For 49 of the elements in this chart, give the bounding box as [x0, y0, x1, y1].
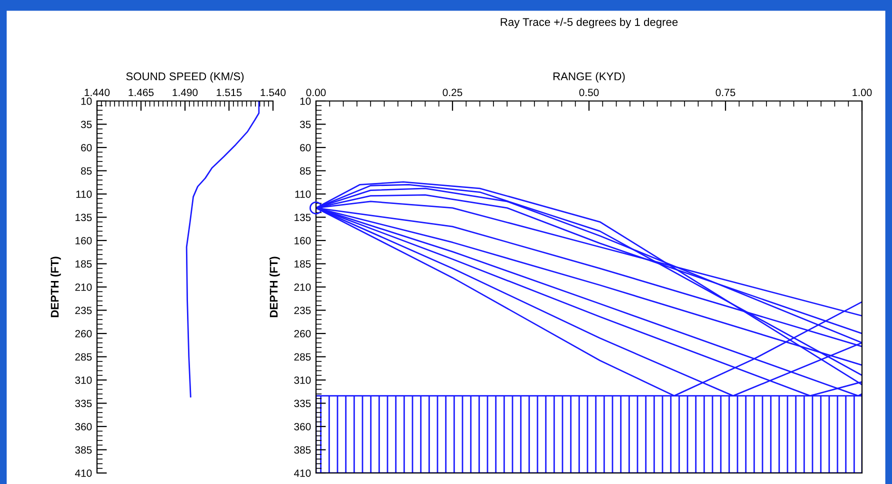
- y-tick-label: 135: [76, 214, 92, 222]
- y-tick-label: 135: [294, 214, 311, 222]
- y-tick-label: 410: [75, 470, 92, 477]
- y-axis-title: DEPTH (FT): [270, 256, 280, 318]
- y-tick-label: 160: [294, 237, 311, 244]
- y-tick-label: 10: [300, 98, 311, 105]
- x-tick-label: 1.540: [260, 88, 286, 96]
- x-tick-label: 1.00: [852, 88, 872, 96]
- x-axis-title: SOUND SPEED (KM/S): [126, 72, 244, 82]
- y-tick-label: 60: [300, 144, 311, 152]
- x-tick-label: 1.515: [216, 88, 242, 96]
- y-tick-label: 85: [300, 167, 311, 175]
- y-tick-label: 335: [75, 400, 92, 408]
- y-tick-label: 60: [81, 144, 92, 152]
- y-tick-label: 285: [75, 353, 92, 361]
- x-tick-label: 0.75: [716, 88, 736, 96]
- x-tick-label: 0.00: [306, 88, 326, 96]
- x-tick-label: 1.440: [84, 88, 110, 96]
- x-tick-label: 1.465: [128, 88, 154, 96]
- y-tick-label: 210: [75, 284, 92, 291]
- y-tick-label: 410: [294, 470, 311, 477]
- y-tick-label: 360: [294, 423, 311, 430]
- y-axis-title: DEPTH (FT): [50, 256, 61, 318]
- y-tick-label: 335: [294, 400, 311, 408]
- chart-title: Ray Trace +/-5 degrees by 1 degree: [500, 18, 678, 28]
- y-tick-label: 10: [81, 98, 92, 105]
- y-tick-label: 185: [294, 260, 311, 268]
- x-tick-label: 1.490: [172, 88, 198, 96]
- y-tick-label: 110: [76, 190, 92, 198]
- y-tick-label: 385: [75, 446, 92, 454]
- y-tick-label: 235: [75, 306, 92, 314]
- y-tick-label: 110: [295, 190, 311, 198]
- y-tick-label: 210: [294, 284, 311, 291]
- y-tick-label: 385: [294, 446, 311, 454]
- x-tick-label: 0.25: [442, 88, 462, 96]
- y-tick-label: 260: [75, 330, 92, 338]
- y-tick-label: 285: [294, 353, 311, 361]
- y-tick-label: 260: [294, 330, 311, 338]
- y-tick-label: 160: [76, 237, 92, 244]
- y-tick-label: 310: [75, 376, 92, 384]
- x-axis-title: RANGE (KYD): [553, 72, 625, 82]
- y-tick-label: 360: [75, 423, 92, 430]
- y-tick-label: 35: [300, 120, 311, 128]
- y-tick-label: 185: [76, 260, 92, 268]
- y-tick-label: 35: [80, 120, 92, 128]
- y-tick-label: 235: [294, 306, 311, 314]
- y-tick-label: 85: [81, 167, 92, 175]
- y-tick-label: 310: [294, 376, 311, 384]
- x-tick-label: 0.50: [579, 88, 599, 96]
